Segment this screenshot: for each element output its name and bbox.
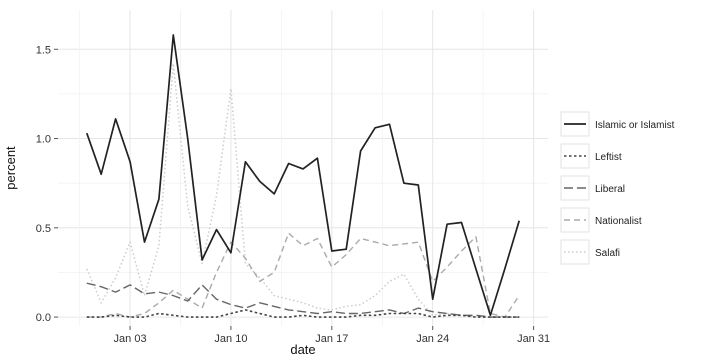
grid-lines	[58, 10, 548, 326]
y-tick-label: 0.0	[36, 312, 51, 324]
y-axis: 0.0 0.5 1.0 1.5	[36, 44, 58, 324]
y-tick-label: 1.5	[36, 44, 51, 56]
x-tick-label: Jan 03	[114, 333, 147, 345]
legend-label: Liberal	[595, 184, 625, 195]
x-tick-label: Jan 17	[315, 333, 348, 345]
x-tick-label: Jan 31	[517, 333, 550, 345]
x-axis: Jan 03 Jan 10 Jan 17 Jan 24 Jan 31	[114, 326, 550, 345]
legend-label: Islamic or Islamist	[595, 120, 675, 131]
legend: Islamic or Islamist Leftist Liberal Nationa…	[557, 104, 707, 272]
y-axis-title: percent	[3, 146, 18, 190]
series-line-islamic-or-islamist	[85, 34, 521, 317]
legend-label: Nationalist	[595, 216, 642, 227]
x-tick-label: Jan 10	[214, 333, 247, 345]
y-tick-label: 0.5	[36, 223, 51, 235]
legend-label: Leftist	[595, 152, 622, 163]
y-tick-label: 1.0	[36, 134, 51, 146]
x-tick-label: Jan 24	[416, 333, 449, 345]
legend-label: Salafi	[595, 248, 620, 259]
series-lines	[85, 34, 521, 318]
x-axis-title: date	[290, 342, 315, 357]
series-line-liberal	[86, 282, 520, 318]
